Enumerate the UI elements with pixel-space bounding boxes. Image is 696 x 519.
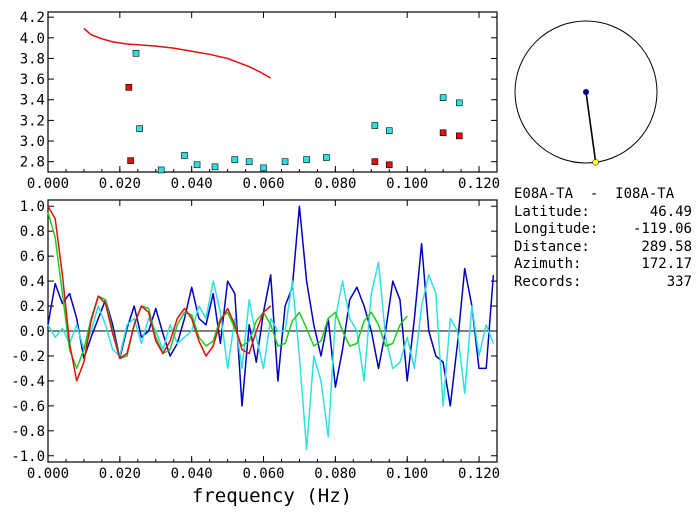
info-label: Latitude: (514, 203, 590, 220)
spectrum-x-tick-label: 0.120 (458, 466, 500, 482)
cyan-data-point (136, 125, 143, 132)
spectrum-x-tick-label: 0.100 (386, 466, 428, 482)
info-label: Distance: (514, 238, 590, 255)
dispersion-x-tick-label: 0.060 (242, 176, 284, 192)
cyan-data-point (157, 166, 165, 174)
spectrum-series-line (47, 212, 408, 370)
dispersion-y-tick-label: 3.8 (20, 51, 45, 67)
spectrum-y-tick-label: -0.8 (11, 424, 45, 440)
dispersion-x-tick-label: 0.000 (27, 176, 69, 192)
cyan-data-point (371, 122, 379, 129)
dispersion-y-tick-label: 3.6 (20, 72, 45, 88)
spectrum-x-tick-label: 0.020 (99, 466, 141, 482)
spectrum-panel: 0.000 0.020 0.040 0.060 0.080 0.100 0.120 -1.0 -… (11, 199, 500, 507)
station-pair-title: E08A-TA - I08A-TA (514, 186, 675, 202)
cyan-data-point (439, 94, 447, 101)
info-value: -119.06 (632, 221, 692, 237)
info-label: Azimuth: (514, 256, 582, 272)
red-data-point (125, 84, 133, 91)
station-info-panel: E08A-TA - I08A-TA Latitude: 46.49 Longit… (514, 186, 692, 291)
dispersion-panel: 0.000 0.020 0.040 0.060 0.080 0.100 0.120 2.8 3.… (20, 10, 500, 192)
info-row-distance: Distance: 289.58 (514, 239, 692, 257)
spectrum-y-tick-label: -0.6 (11, 399, 45, 415)
dispersion-y-tick-label: 2.8 (20, 155, 45, 171)
dispersion-y-tick-label: 3.2 (20, 113, 45, 129)
spectrum-x-tick-label: 0.000 (27, 466, 69, 482)
dispersion-curve (83, 27, 272, 79)
cyan-data-point (132, 49, 140, 57)
dispersion-y-tick-label: 4.2 (20, 10, 45, 26)
red-data-point (455, 132, 463, 140)
cyan-data-point (303, 156, 310, 163)
dispersion-x-tick-label: 0.100 (386, 176, 428, 192)
spectrum-y-tick-label: -0.4 (11, 374, 45, 390)
spectrum-y-tick-label: 1.0 (20, 199, 45, 215)
dispersion-x-tick-label: 0.040 (171, 176, 213, 192)
spectrum-y-tick-label: -0.2 (11, 349, 45, 365)
info-value: 46.49 (649, 203, 692, 220)
cyan-data-point (211, 163, 219, 171)
cyan-data-point (281, 158, 289, 165)
dispersion-plot-frame (47, 11, 498, 173)
spectrum-x-tick-label: 0.060 (242, 466, 284, 482)
dispersion-x-tick-label: 0.020 (99, 176, 141, 192)
cyan-data-point (245, 158, 253, 165)
azimuth-tip-dot (592, 159, 599, 166)
spectrum-x-tick-label: 0.080 (314, 466, 356, 482)
info-label: Records: (514, 273, 582, 290)
spectrum-y-tick-label: 0.6 (20, 249, 45, 265)
info-value: 289.58 (641, 238, 692, 255)
spectrum-y-tick-label: 0.4 (20, 274, 45, 290)
red-data-point (385, 161, 393, 169)
cyan-data-point (260, 164, 267, 172)
info-label: Longitude: (514, 221, 599, 237)
dispersion-y-tick-label: 4.0 (20, 31, 45, 47)
red-data-point (127, 157, 134, 164)
cyan-data-point (323, 154, 330, 161)
red-data-point (439, 129, 447, 137)
spectrum-series-line (47, 261, 495, 451)
azimuth-dial (514, 20, 658, 166)
azimuth-needle (585, 91, 597, 163)
info-row-longitude: Longitude: -119.06 (514, 221, 692, 239)
cyan-data-point (181, 152, 188, 159)
cyan-data-point (455, 99, 463, 107)
cyan-data-point (193, 161, 201, 169)
dispersion-y-tick-label: 3.4 (20, 93, 45, 109)
spectrum-x-tick-label: 0.040 (171, 466, 213, 482)
info-row-latitude: Latitude: 46.49 (514, 204, 692, 222)
info-value: 172.17 (641, 256, 692, 272)
cyan-data-point (385, 127, 393, 135)
azimuth-dial-circle (514, 20, 658, 164)
spectrum-y-tick-label: 0.0 (20, 324, 45, 340)
dispersion-x-tick-label: 0.080 (314, 176, 356, 192)
x-axis-label: frequency (Hz) (192, 485, 352, 507)
cyan-data-point (231, 156, 239, 163)
spectrum-series-line (47, 205, 272, 382)
info-row-azimuth: Azimuth: 172.17 (514, 256, 692, 274)
info-row-records: Records: 337 (514, 274, 692, 292)
station-center-dot (583, 89, 589, 95)
red-data-point (371, 158, 379, 165)
spectrum-y-tick-label: 0.8 (20, 224, 45, 240)
info-value: 337 (666, 273, 692, 290)
dispersion-x-tick-label: 0.120 (458, 176, 500, 192)
spectrum-y-tick-label: 0.2 (20, 299, 45, 315)
spectrum-y-tick-label: -1.0 (11, 449, 45, 465)
dispersion-y-tick-label: 3.0 (20, 134, 45, 150)
